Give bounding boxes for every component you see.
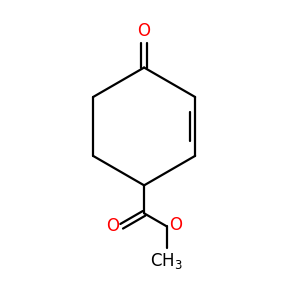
Text: O: O	[106, 217, 119, 235]
Text: O: O	[169, 216, 182, 234]
Text: O: O	[138, 22, 151, 40]
Text: CH$_3$: CH$_3$	[150, 251, 183, 271]
